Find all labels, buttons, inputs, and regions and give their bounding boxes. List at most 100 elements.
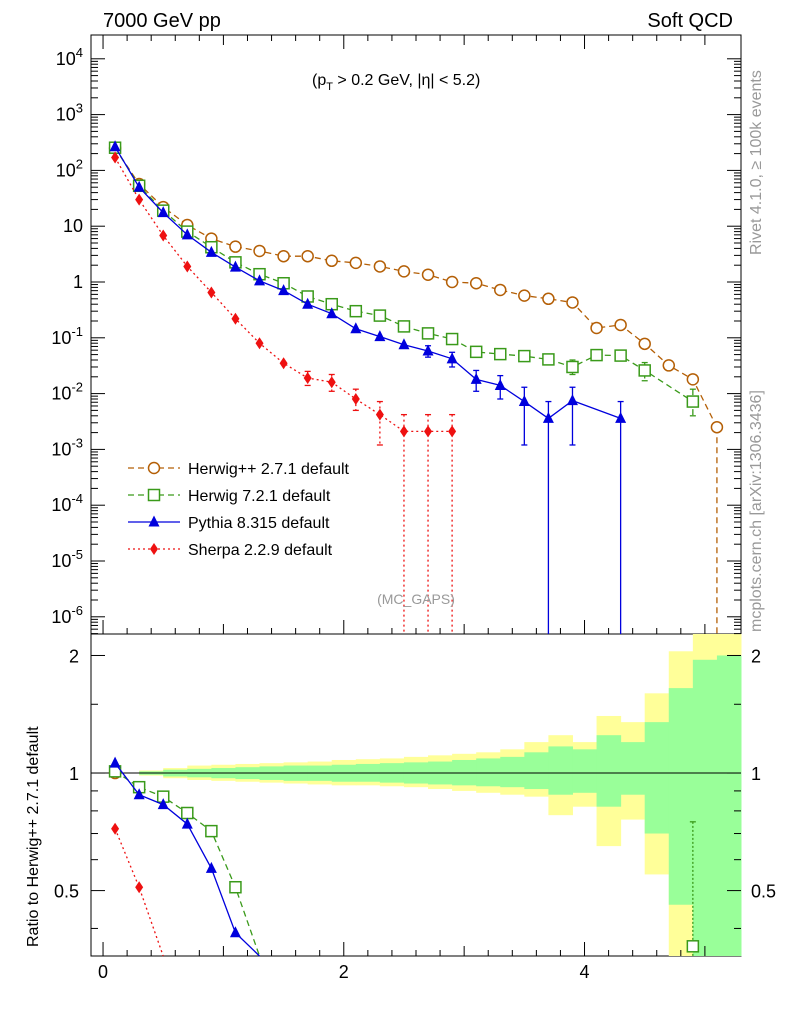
marker-circle — [518, 289, 531, 302]
y-tick-label: 10-3 — [51, 435, 83, 459]
marker-triangle — [254, 274, 266, 286]
legend-item-herwig7: Herwig 7.2.1 default — [128, 488, 331, 505]
marker-diamond — [279, 357, 288, 370]
marker-circle — [590, 321, 603, 335]
series-herwig7 — [108, 141, 700, 417]
ratio-series-group — [108, 756, 700, 957]
ratio-y-tick-label-left: 1 — [69, 764, 79, 784]
marker-diamond — [183, 260, 192, 273]
marker-circle — [349, 256, 363, 270]
y-tick-exponent: -2 — [71, 380, 83, 395]
y-tick-exponent: 4 — [76, 45, 83, 60]
marker-circle — [710, 420, 724, 434]
marker-triangle — [542, 411, 554, 423]
ratio-line-pythia — [114, 762, 260, 957]
y-tick-base: 10 — [51, 551, 71, 571]
marker-triangle — [494, 378, 506, 390]
y-tick-base: 10 — [56, 160, 76, 180]
marker-triangle — [157, 798, 169, 810]
marker-square — [421, 327, 435, 340]
marker-square — [686, 940, 700, 953]
marker-triangle — [446, 352, 458, 364]
y-tick-base: 10 — [51, 495, 71, 515]
marker-circle — [253, 244, 266, 258]
marker-circle — [325, 254, 338, 268]
header-right: Soft QCD — [647, 10, 733, 32]
marker-triangle — [109, 756, 121, 768]
marker-square — [373, 309, 387, 322]
marker-circle — [147, 461, 161, 475]
marker-diamond — [351, 393, 360, 406]
marker-triangle — [422, 344, 434, 356]
series-line-herwigpp — [114, 147, 718, 428]
y-tick-label: 103 — [56, 101, 83, 125]
marker-circle — [421, 268, 435, 281]
cut-suffix: > 0.2 GeV, |η| < 5.2) — [333, 72, 480, 89]
marker-diamond — [303, 372, 312, 385]
marker-triangle — [518, 395, 530, 407]
series-herwigpp — [108, 141, 724, 634]
marker-triangle — [109, 140, 121, 152]
marker-diamond — [111, 151, 120, 164]
marker-triangle — [374, 330, 386, 342]
rivet-version: Rivet 4.1.0, ≥ 100k events — [748, 70, 765, 255]
y-tick-base: 10 — [51, 328, 71, 348]
y-tick-base: 10 — [51, 607, 71, 627]
marker-square — [349, 304, 363, 318]
band-bin-green — [500, 756, 525, 788]
analysis-label: (MC_GAPS) — [377, 591, 455, 607]
marker-triangle — [326, 307, 338, 319]
marker-triangle — [470, 372, 482, 384]
legend-item-herwigpp: Herwig++ 2.7.1 default — [128, 461, 350, 478]
marker-triangle — [205, 245, 217, 257]
marker-square — [566, 360, 579, 374]
marker-triangle — [229, 926, 241, 938]
marker-square — [181, 806, 194, 820]
marker-circle — [445, 275, 459, 289]
band-bin-green — [476, 758, 501, 787]
y-tick-base: 10 — [51, 384, 71, 404]
marker-circle — [566, 296, 579, 309]
marker-circle — [373, 260, 387, 273]
band-bin-green — [644, 722, 670, 834]
marker-diamond — [327, 376, 336, 389]
marker-circle — [614, 318, 627, 332]
y-tick-label: 1 — [73, 272, 83, 292]
marker-triangle — [615, 411, 627, 423]
x-tick-label: 0 — [98, 962, 108, 982]
marker-circle — [397, 265, 411, 278]
marker-square — [686, 395, 700, 408]
y-tick-exponent: -4 — [71, 491, 83, 506]
marker-triangle — [566, 394, 578, 406]
marker-circle — [494, 283, 507, 297]
ratio-series-pythia — [109, 756, 260, 957]
ratio-y-tick-label-right: 1 — [751, 764, 761, 784]
x-tick-label: 2 — [339, 962, 349, 982]
y-tick-label: 10-1 — [51, 324, 83, 348]
y-tick-exponent: -3 — [71, 435, 83, 450]
x-tick-label: 4 — [580, 962, 590, 982]
marker-square — [445, 332, 459, 346]
marker-diamond — [424, 425, 433, 438]
marker-diamond — [159, 229, 168, 242]
y-tick-label: 10-2 — [51, 380, 83, 404]
marker-circle — [229, 240, 242, 253]
marker-square — [494, 347, 507, 361]
legend-label: Herwig 7.2.1 default — [188, 488, 331, 505]
marker-circle — [686, 373, 700, 386]
y-tick-exponent: 3 — [76, 101, 83, 116]
band-bin-green — [620, 742, 646, 795]
legend: Herwig++ 2.7.1 default Herwig 7.2.1 defau… — [128, 461, 350, 559]
band-bin-green — [668, 688, 694, 905]
marker-square — [205, 824, 218, 838]
marker-triangle — [133, 180, 145, 192]
marker-circle — [301, 249, 314, 263]
y-tick-base: 10 — [56, 49, 76, 69]
y-tick-base: 10 — [51, 439, 71, 459]
marker-triangle — [278, 284, 290, 296]
y-tick-label: 10-6 — [51, 603, 83, 627]
marker-circle — [277, 249, 290, 263]
y-tick-exponent: -1 — [71, 324, 83, 339]
y-tick-label: 10-4 — [51, 491, 83, 515]
